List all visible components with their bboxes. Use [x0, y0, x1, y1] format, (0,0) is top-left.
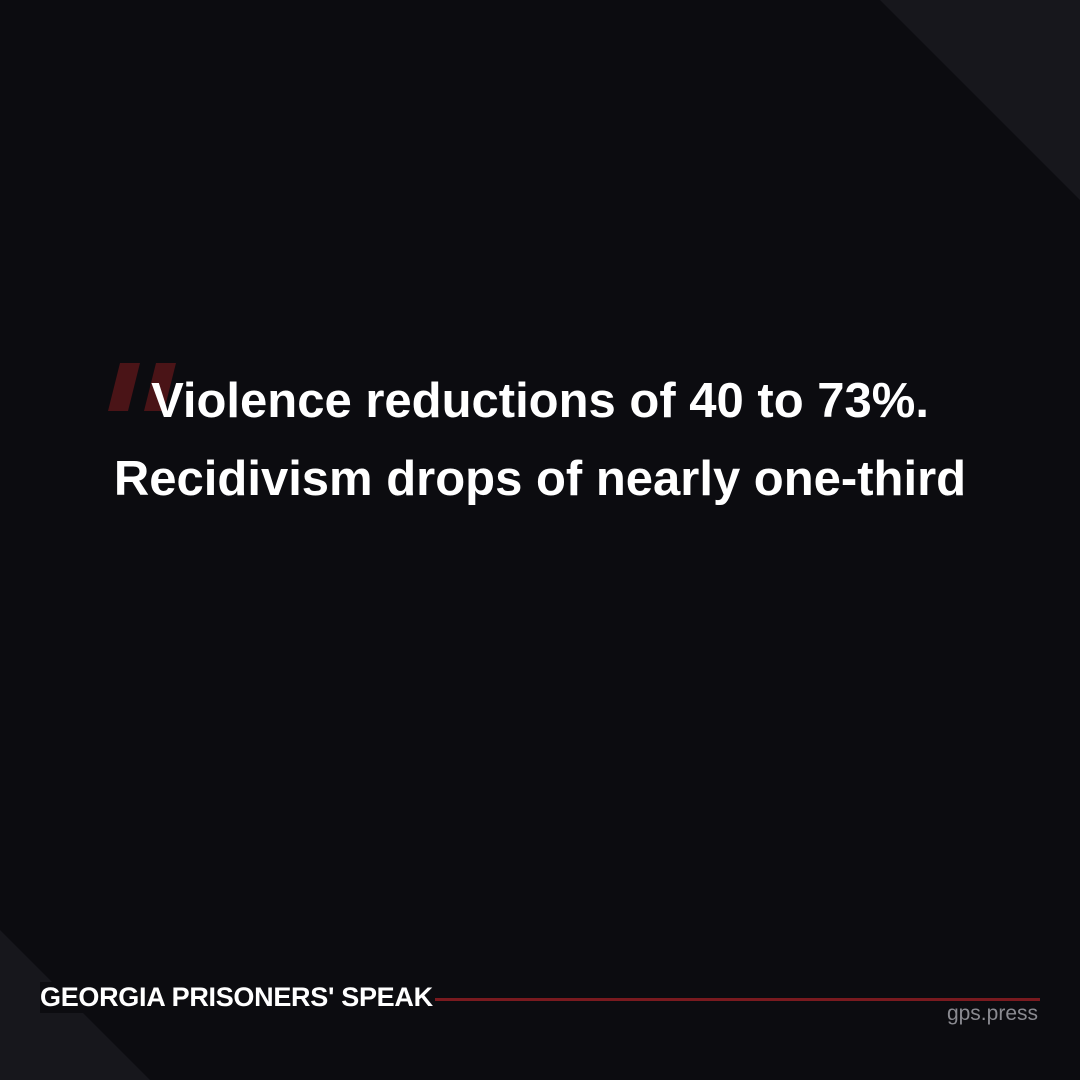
site-url: gps.press	[946, 1002, 1038, 1025]
quote-mark-icon	[108, 363, 176, 411]
brand-name: GEORGIA PRISONERS' SPEAK	[40, 982, 435, 1013]
quote-text: Violence reductions of 40 to 73%. Recidi…	[113, 374, 967, 506]
corner-decoration-top-right	[880, 0, 1080, 200]
divider-line	[40, 998, 1040, 1001]
